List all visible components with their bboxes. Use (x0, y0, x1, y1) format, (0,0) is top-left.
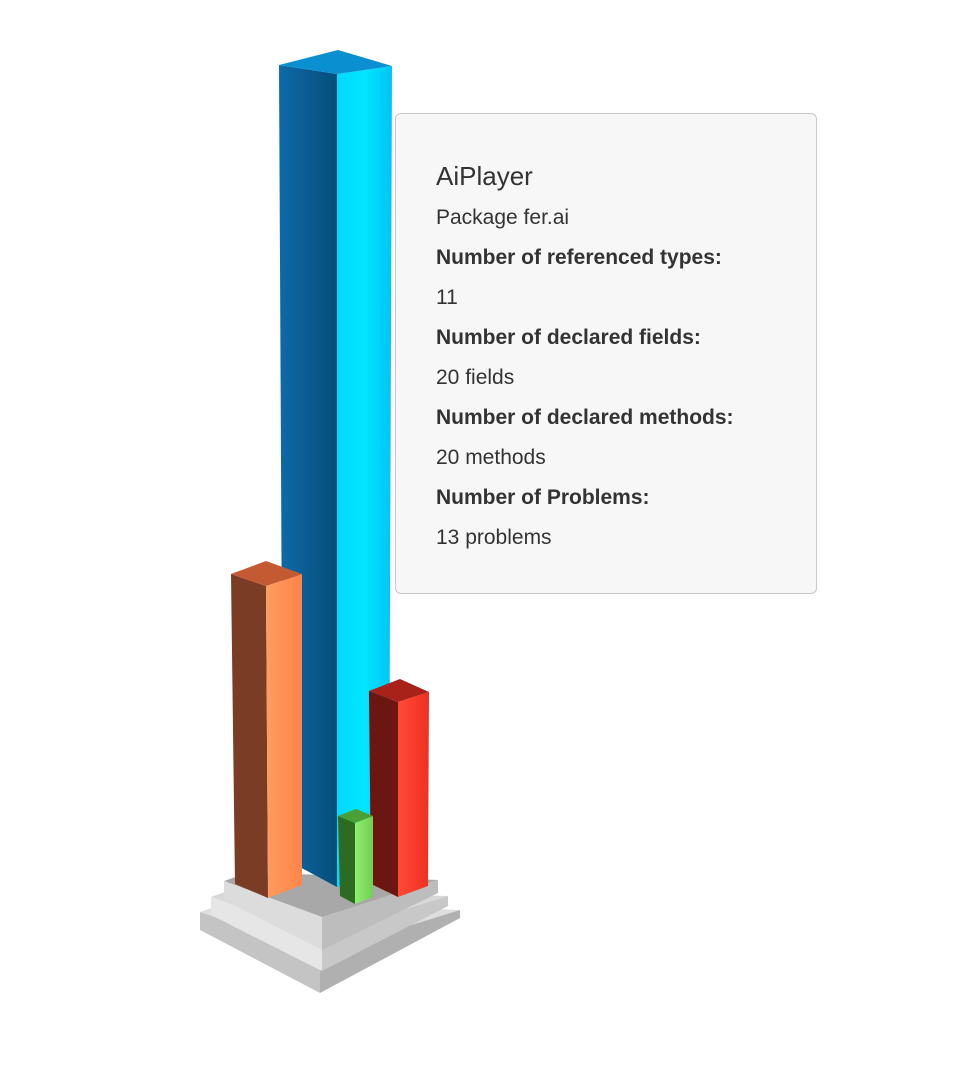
pedestal (200, 872, 460, 993)
tooltip-referenced-types-value: 11 (436, 286, 458, 309)
bar-orange-front (266, 574, 302, 898)
pedestal-top-right (322, 880, 438, 950)
bar-aiplayer-top (279, 50, 392, 74)
bar-orange-side (231, 574, 268, 898)
tooltip-title: AiPlayer (436, 161, 533, 191)
bar-orange-top (231, 561, 302, 586)
bar-red-top (369, 679, 429, 702)
bar-aiplayer-front (337, 66, 392, 887)
tooltip-declared-methods-label: Number of declared methods: (436, 406, 734, 429)
pedestal-middle-right (322, 896, 448, 971)
tooltip-declared-methods-value: 20 methods (436, 446, 546, 469)
bar-orange[interactable] (231, 561, 302, 898)
tooltip-package: Package fer.ai (436, 206, 570, 229)
bar-green-top (338, 809, 373, 823)
bar-green-front (355, 816, 373, 904)
tooltip-problems-label: Number of Problems: (436, 486, 650, 509)
pedestal-bottom-right (320, 910, 460, 993)
bar-red-front (398, 692, 429, 897)
tooltip-problems-value: 13 problems (436, 526, 552, 549)
pedestal-bottom-left (200, 912, 320, 993)
pedestal-middle-left (211, 897, 322, 971)
tooltip-referenced-types-label: Number of referenced types: (436, 246, 722, 269)
bar-red-side (369, 691, 398, 897)
tooltip-declared-fields-label: Number of declared fields: (436, 326, 701, 349)
bar-red[interactable] (369, 679, 429, 897)
tooltip-declared-fields-value: 20 fields (436, 366, 515, 389)
pedestal-top-left (224, 881, 322, 950)
bar-green-side (338, 816, 355, 904)
bar-green[interactable] (338, 809, 373, 904)
class-info-tooltip: AiPlayer Package fer.ai Number of refere… (395, 113, 817, 594)
